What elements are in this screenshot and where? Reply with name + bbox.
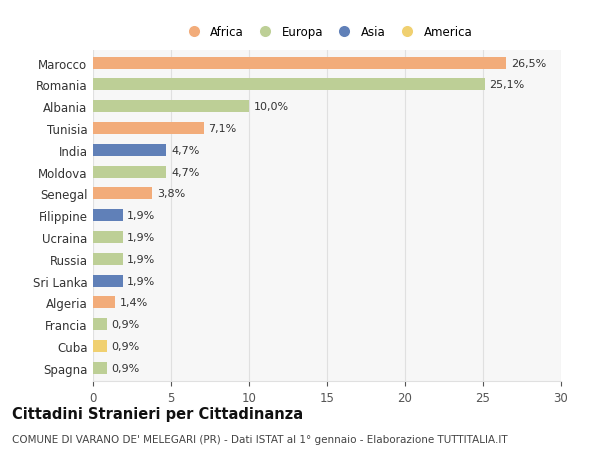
Text: 4,7%: 4,7%	[171, 146, 199, 156]
Bar	[93, 123, 204, 135]
Bar	[93, 188, 152, 200]
Text: 25,1%: 25,1%	[489, 80, 524, 90]
Text: 1,9%: 1,9%	[127, 254, 155, 264]
Text: COMUNE DI VARANO DE' MELEGARI (PR) - Dati ISTAT al 1° gennaio - Elaborazione TUT: COMUNE DI VARANO DE' MELEGARI (PR) - Dat…	[12, 434, 508, 444]
Text: 4,7%: 4,7%	[171, 167, 199, 177]
Bar	[93, 340, 107, 352]
Bar	[93, 319, 107, 330]
Legend: Africa, Europa, Asia, America: Africa, Europa, Asia, America	[179, 23, 475, 41]
Bar	[93, 231, 122, 243]
Text: 10,0%: 10,0%	[254, 102, 289, 112]
Text: Cittadini Stranieri per Cittadinanza: Cittadini Stranieri per Cittadinanza	[12, 406, 303, 421]
Bar	[93, 253, 122, 265]
Bar	[93, 57, 506, 69]
Text: 26,5%: 26,5%	[511, 59, 547, 68]
Bar	[93, 101, 249, 113]
Text: 0,9%: 0,9%	[112, 319, 140, 330]
Bar	[93, 297, 115, 308]
Text: 1,4%: 1,4%	[119, 298, 148, 308]
Bar	[93, 79, 485, 91]
Text: 1,9%: 1,9%	[127, 211, 155, 221]
Bar	[93, 275, 122, 287]
Text: 7,1%: 7,1%	[208, 124, 236, 134]
Text: 3,8%: 3,8%	[157, 189, 185, 199]
Text: 1,9%: 1,9%	[127, 232, 155, 242]
Text: 0,9%: 0,9%	[112, 363, 140, 373]
Text: 1,9%: 1,9%	[127, 276, 155, 286]
Bar	[93, 362, 107, 374]
Bar	[93, 166, 166, 178]
Bar	[93, 145, 166, 157]
Text: 0,9%: 0,9%	[112, 341, 140, 351]
Bar	[93, 210, 122, 222]
